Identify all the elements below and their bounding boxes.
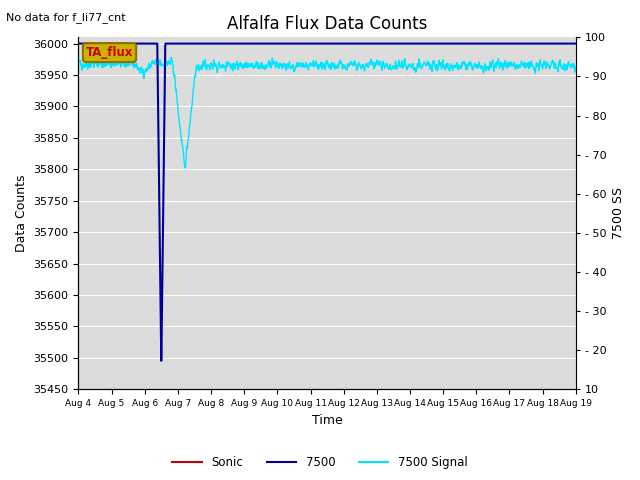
Y-axis label: Data Counts: Data Counts	[15, 175, 28, 252]
Y-axis label: 7500 SS: 7500 SS	[612, 187, 625, 240]
Text: No data for f_li77_cnt: No data for f_li77_cnt	[6, 12, 126, 23]
Legend: Sonic, 7500, 7500 Signal: Sonic, 7500, 7500 Signal	[168, 452, 472, 474]
X-axis label: Time: Time	[312, 414, 342, 427]
Title: Alfalfa Flux Data Counts: Alfalfa Flux Data Counts	[227, 15, 428, 33]
Text: TA_flux: TA_flux	[86, 46, 133, 59]
